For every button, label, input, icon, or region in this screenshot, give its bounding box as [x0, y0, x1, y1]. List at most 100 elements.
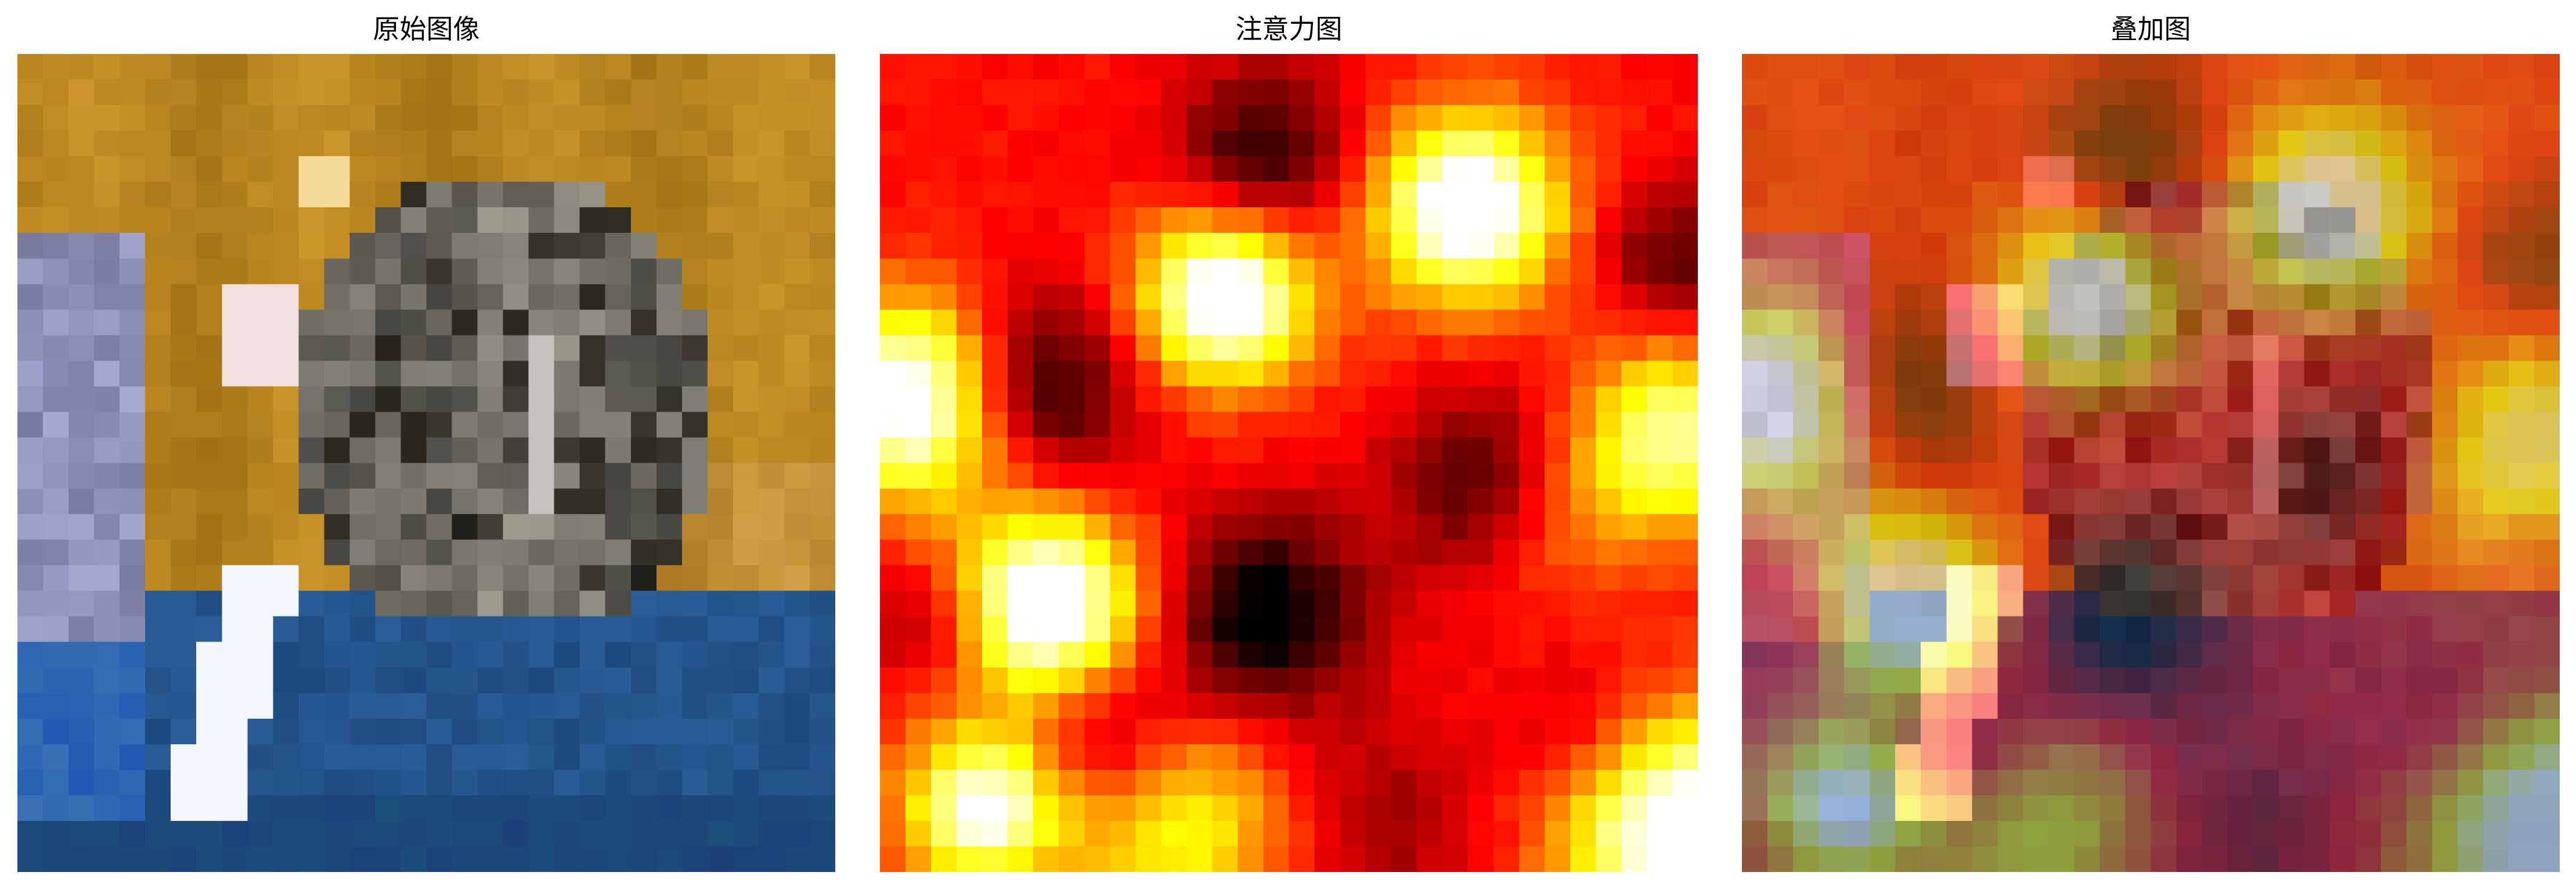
pixel-cell	[2431, 846, 2458, 872]
pixel-cell	[1921, 386, 1947, 413]
pixel-cell	[1467, 284, 1494, 311]
pixel-cell	[931, 258, 957, 285]
pixel-cell	[1646, 131, 1673, 157]
pixel-cell	[2380, 309, 2407, 336]
pixel-cell	[707, 258, 734, 285]
pixel-cell	[630, 744, 657, 770]
pixel-cell	[2406, 718, 2433, 745]
pixel-cell	[554, 488, 580, 515]
pixel-cell	[554, 361, 580, 387]
pixel-cell	[1110, 769, 1137, 796]
pixel-cell	[1059, 207, 1085, 234]
pixel-cell	[1742, 769, 1768, 796]
pixel-cell	[1921, 258, 1947, 285]
pixel-cell	[1186, 182, 1213, 208]
pixel-cell	[1819, 156, 1845, 183]
pixel-cell	[1008, 412, 1034, 438]
pixel-cell	[1212, 744, 1239, 770]
pixel-cell	[2048, 156, 2075, 183]
pixel-cell	[349, 437, 376, 464]
pixel-cell	[2048, 54, 2075, 80]
pixel-cell	[2304, 565, 2330, 592]
pixel-cell	[94, 616, 121, 643]
pixel-cell	[1844, 846, 1871, 872]
pixel-cell	[982, 412, 1009, 438]
pixel-cell	[1033, 437, 1060, 464]
pixel-cell	[145, 309, 172, 336]
pixel-cell	[1997, 412, 2024, 438]
pixel-cell	[931, 361, 957, 387]
pixel-cell	[1493, 667, 1520, 694]
pixel-cell	[1161, 795, 1188, 821]
pixel-cell	[1442, 795, 1469, 821]
pixel-cell	[1314, 642, 1341, 668]
pixel-cell	[931, 642, 957, 668]
pixel-cell	[2431, 207, 2458, 234]
pixel-cell	[120, 309, 146, 336]
pixel-cell	[733, 207, 759, 234]
pixel-cell	[145, 233, 172, 260]
pixel-cell	[2278, 156, 2305, 183]
pixel-cell	[931, 386, 957, 413]
pixel-cell	[2304, 233, 2330, 260]
pixel-cell	[656, 386, 683, 413]
pixel-cell	[2023, 463, 2050, 489]
pixel-cell	[2125, 258, 2152, 285]
pixel-cell	[1391, 105, 1417, 131]
pixel-cell	[426, 744, 453, 770]
pixel-cell	[196, 309, 223, 336]
pixel-cell	[630, 616, 657, 643]
pixel-cell	[1161, 693, 1188, 719]
pixel-cell	[273, 846, 300, 872]
pixel-cell	[931, 207, 957, 234]
pixel-cell	[1033, 667, 1060, 694]
pixel-cell	[171, 386, 197, 413]
pixel-cell	[2355, 642, 2382, 668]
pixel-cell	[145, 539, 172, 566]
pixel-cell	[1289, 514, 1315, 541]
pixel-cell	[758, 590, 785, 617]
pixel-cell	[68, 616, 95, 643]
pixel-cell	[1135, 820, 1162, 847]
pixel-cell	[2023, 820, 2050, 847]
pixel-cell	[2304, 590, 2330, 617]
pixel-cell	[120, 361, 146, 387]
pixel-cell	[2048, 412, 2075, 438]
pixel-cell	[17, 361, 44, 387]
pixel-cell	[2406, 744, 2433, 770]
pixel-cell	[1621, 642, 1647, 668]
pixel-cell	[1186, 463, 1213, 489]
pixel-cell	[2508, 693, 2535, 719]
pixel-cell	[1161, 309, 1188, 336]
pixel-cell	[401, 54, 427, 80]
pixel-cell	[2074, 769, 2101, 796]
pixel-cell	[681, 463, 708, 489]
pixel-cell	[120, 386, 146, 413]
pixel-cell	[43, 412, 69, 438]
pixel-cell	[2457, 284, 2484, 311]
pixel-cell	[1340, 514, 1366, 541]
pixel-cell	[784, 539, 810, 566]
pixel-cell	[2457, 463, 2484, 489]
pixel-cell	[273, 539, 300, 566]
pixel-cell	[1767, 386, 1794, 413]
pixel-cell	[171, 105, 197, 131]
pixel-cell	[1212, 207, 1239, 234]
pixel-cell	[2406, 335, 2433, 362]
pixel-cell	[1819, 437, 1845, 464]
pixel-cell	[2431, 667, 2458, 694]
pixel-cell	[2431, 693, 2458, 719]
pixel-cell	[1997, 54, 2024, 80]
pixel-cell	[1008, 207, 1034, 234]
pixel-cell	[1997, 616, 2024, 643]
pixel-cell	[2431, 539, 2458, 566]
pixel-cell	[1186, 105, 1213, 131]
pixel-cell	[1008, 693, 1034, 719]
pixel-cell	[982, 54, 1009, 80]
pixel-cell	[605, 335, 632, 362]
pixel-cell	[733, 590, 759, 617]
pixel-cell	[1646, 744, 1673, 770]
pixel-cell	[1365, 105, 1392, 131]
pixel-cell	[758, 335, 785, 362]
pixel-cell	[1110, 667, 1137, 694]
